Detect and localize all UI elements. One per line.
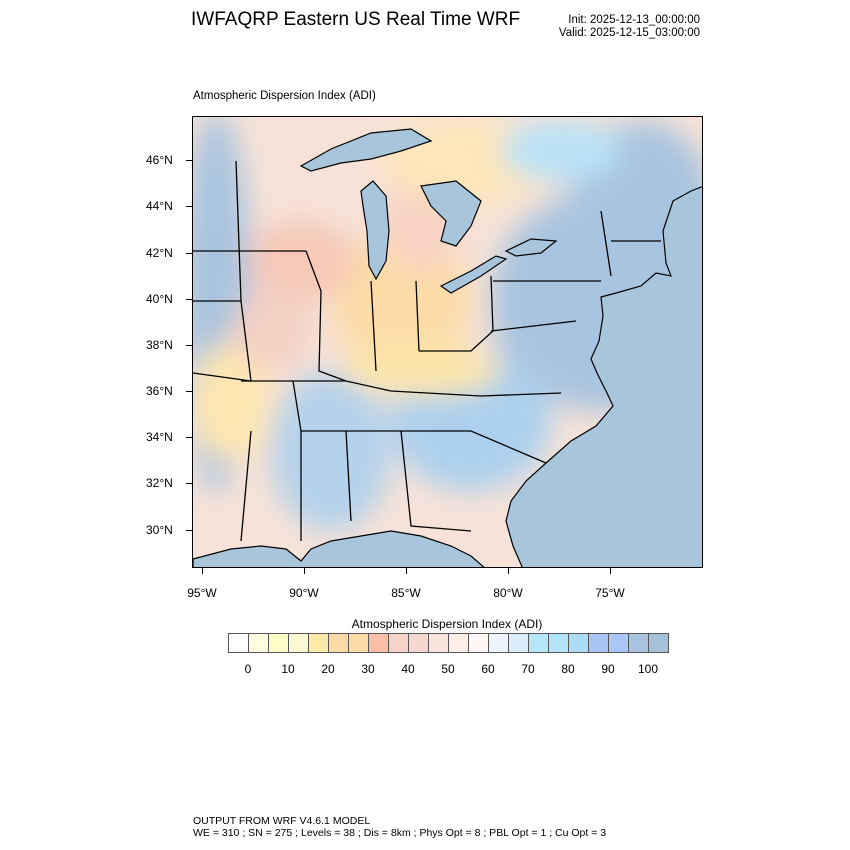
colorbar-label: 100 <box>637 662 659 676</box>
map-svg <box>193 117 702 567</box>
colorbar-swatch <box>489 634 509 652</box>
colorbar-swatch <box>589 634 609 652</box>
lon-tick <box>202 568 203 574</box>
lat-label: 34°N <box>146 430 173 444</box>
colorbar-swatch <box>349 634 369 652</box>
lat-tick <box>186 530 192 531</box>
colorbar-swatch <box>609 634 629 652</box>
lake-superior <box>299 128 433 172</box>
colorbar-swatch <box>449 634 469 652</box>
colorbar-swatch <box>569 634 589 652</box>
lat-tick <box>186 206 192 207</box>
plot-label: Atmospheric Dispersion Index (ADI) <box>193 90 376 102</box>
lat-tick <box>186 160 192 161</box>
lon-label: 75°W <box>595 586 625 600</box>
lon-tick <box>508 568 509 574</box>
lat-label: 32°N <box>146 476 173 490</box>
colorbar-label: 60 <box>481 662 495 676</box>
colorbar-label: 10 <box>281 662 295 676</box>
lon-tick <box>406 568 407 574</box>
lon-tick <box>304 568 305 574</box>
atlantic-ocean <box>505 186 702 567</box>
lat-tick <box>186 345 192 346</box>
colorbar-label: 80 <box>561 662 575 676</box>
colorbar-title: Atmospheric Dispersion Index (ADI) <box>351 617 543 631</box>
colorbar-label: 20 <box>321 662 335 676</box>
colorbar-swatch <box>229 634 249 652</box>
colorbar-swatch <box>389 634 409 652</box>
lat-label: 36°N <box>146 384 173 398</box>
colorbar-label: 70 <box>521 662 535 676</box>
init-time: Init: 2025-12-13_00:00:00 <box>568 14 700 26</box>
valid-time: Valid: 2025-12-15_03:00:00 <box>558 27 700 39</box>
lat-label: 46°N <box>146 153 173 167</box>
lat-label: 38°N <box>146 338 173 352</box>
colorbar-label: 0 <box>244 662 252 676</box>
colorbar-swatch <box>329 634 349 652</box>
lat-tick <box>186 483 192 484</box>
lat-label: 42°N <box>146 246 173 260</box>
gulf-of-mexico <box>193 530 485 567</box>
colorbar-swatch <box>289 634 309 652</box>
colorbar-label: 50 <box>441 662 455 676</box>
lat-label: 40°N <box>146 292 173 306</box>
lon-label: 85°W <box>391 586 421 600</box>
lat-tick <box>186 437 192 438</box>
lat-tick <box>186 299 192 300</box>
colorbar-label: 30 <box>361 662 375 676</box>
colorbar-swatch <box>269 634 289 652</box>
colorbar-swatch <box>469 634 489 652</box>
lake-michigan <box>360 180 390 281</box>
water-bodies <box>193 128 702 567</box>
footer-model: OUTPUT FROM WRF V4.6.1 MODEL <box>193 815 371 827</box>
lon-label: 95°W <box>187 586 217 600</box>
colorbar-swatch <box>409 634 429 652</box>
colorbar-swatch <box>429 634 449 652</box>
state-borders <box>193 160 661 542</box>
colorbar-swatch <box>509 634 529 652</box>
footer-config: WE = 310 ; SN = 275 ; Levels = 38 ; Dis … <box>193 827 607 839</box>
lake-huron <box>420 180 482 247</box>
lat-tick <box>186 253 192 254</box>
colorbar-swatch <box>309 634 329 652</box>
page-title: IWFAQRP Eastern US Real Time WRF <box>191 9 521 30</box>
lon-label: 80°W <box>493 586 523 600</box>
colorbar-label: 40 <box>401 662 415 676</box>
colorbar-swatch <box>249 634 269 652</box>
lon-tick <box>610 568 611 574</box>
lat-label: 44°N <box>146 199 173 213</box>
lon-label: 90°W <box>289 586 319 600</box>
colorbar-label: 90 <box>601 662 615 676</box>
lake-erie <box>439 255 508 294</box>
colorbar-swatch <box>629 634 649 652</box>
colorbar-swatch <box>529 634 549 652</box>
lake-ontario <box>504 238 558 257</box>
lat-tick <box>186 391 192 392</box>
colorbar <box>228 633 669 653</box>
colorbar-swatch <box>369 634 389 652</box>
adi-map <box>192 116 703 568</box>
colorbar-swatch <box>649 634 668 652</box>
lat-label: 30°N <box>146 523 173 537</box>
colorbar-swatch <box>549 634 569 652</box>
